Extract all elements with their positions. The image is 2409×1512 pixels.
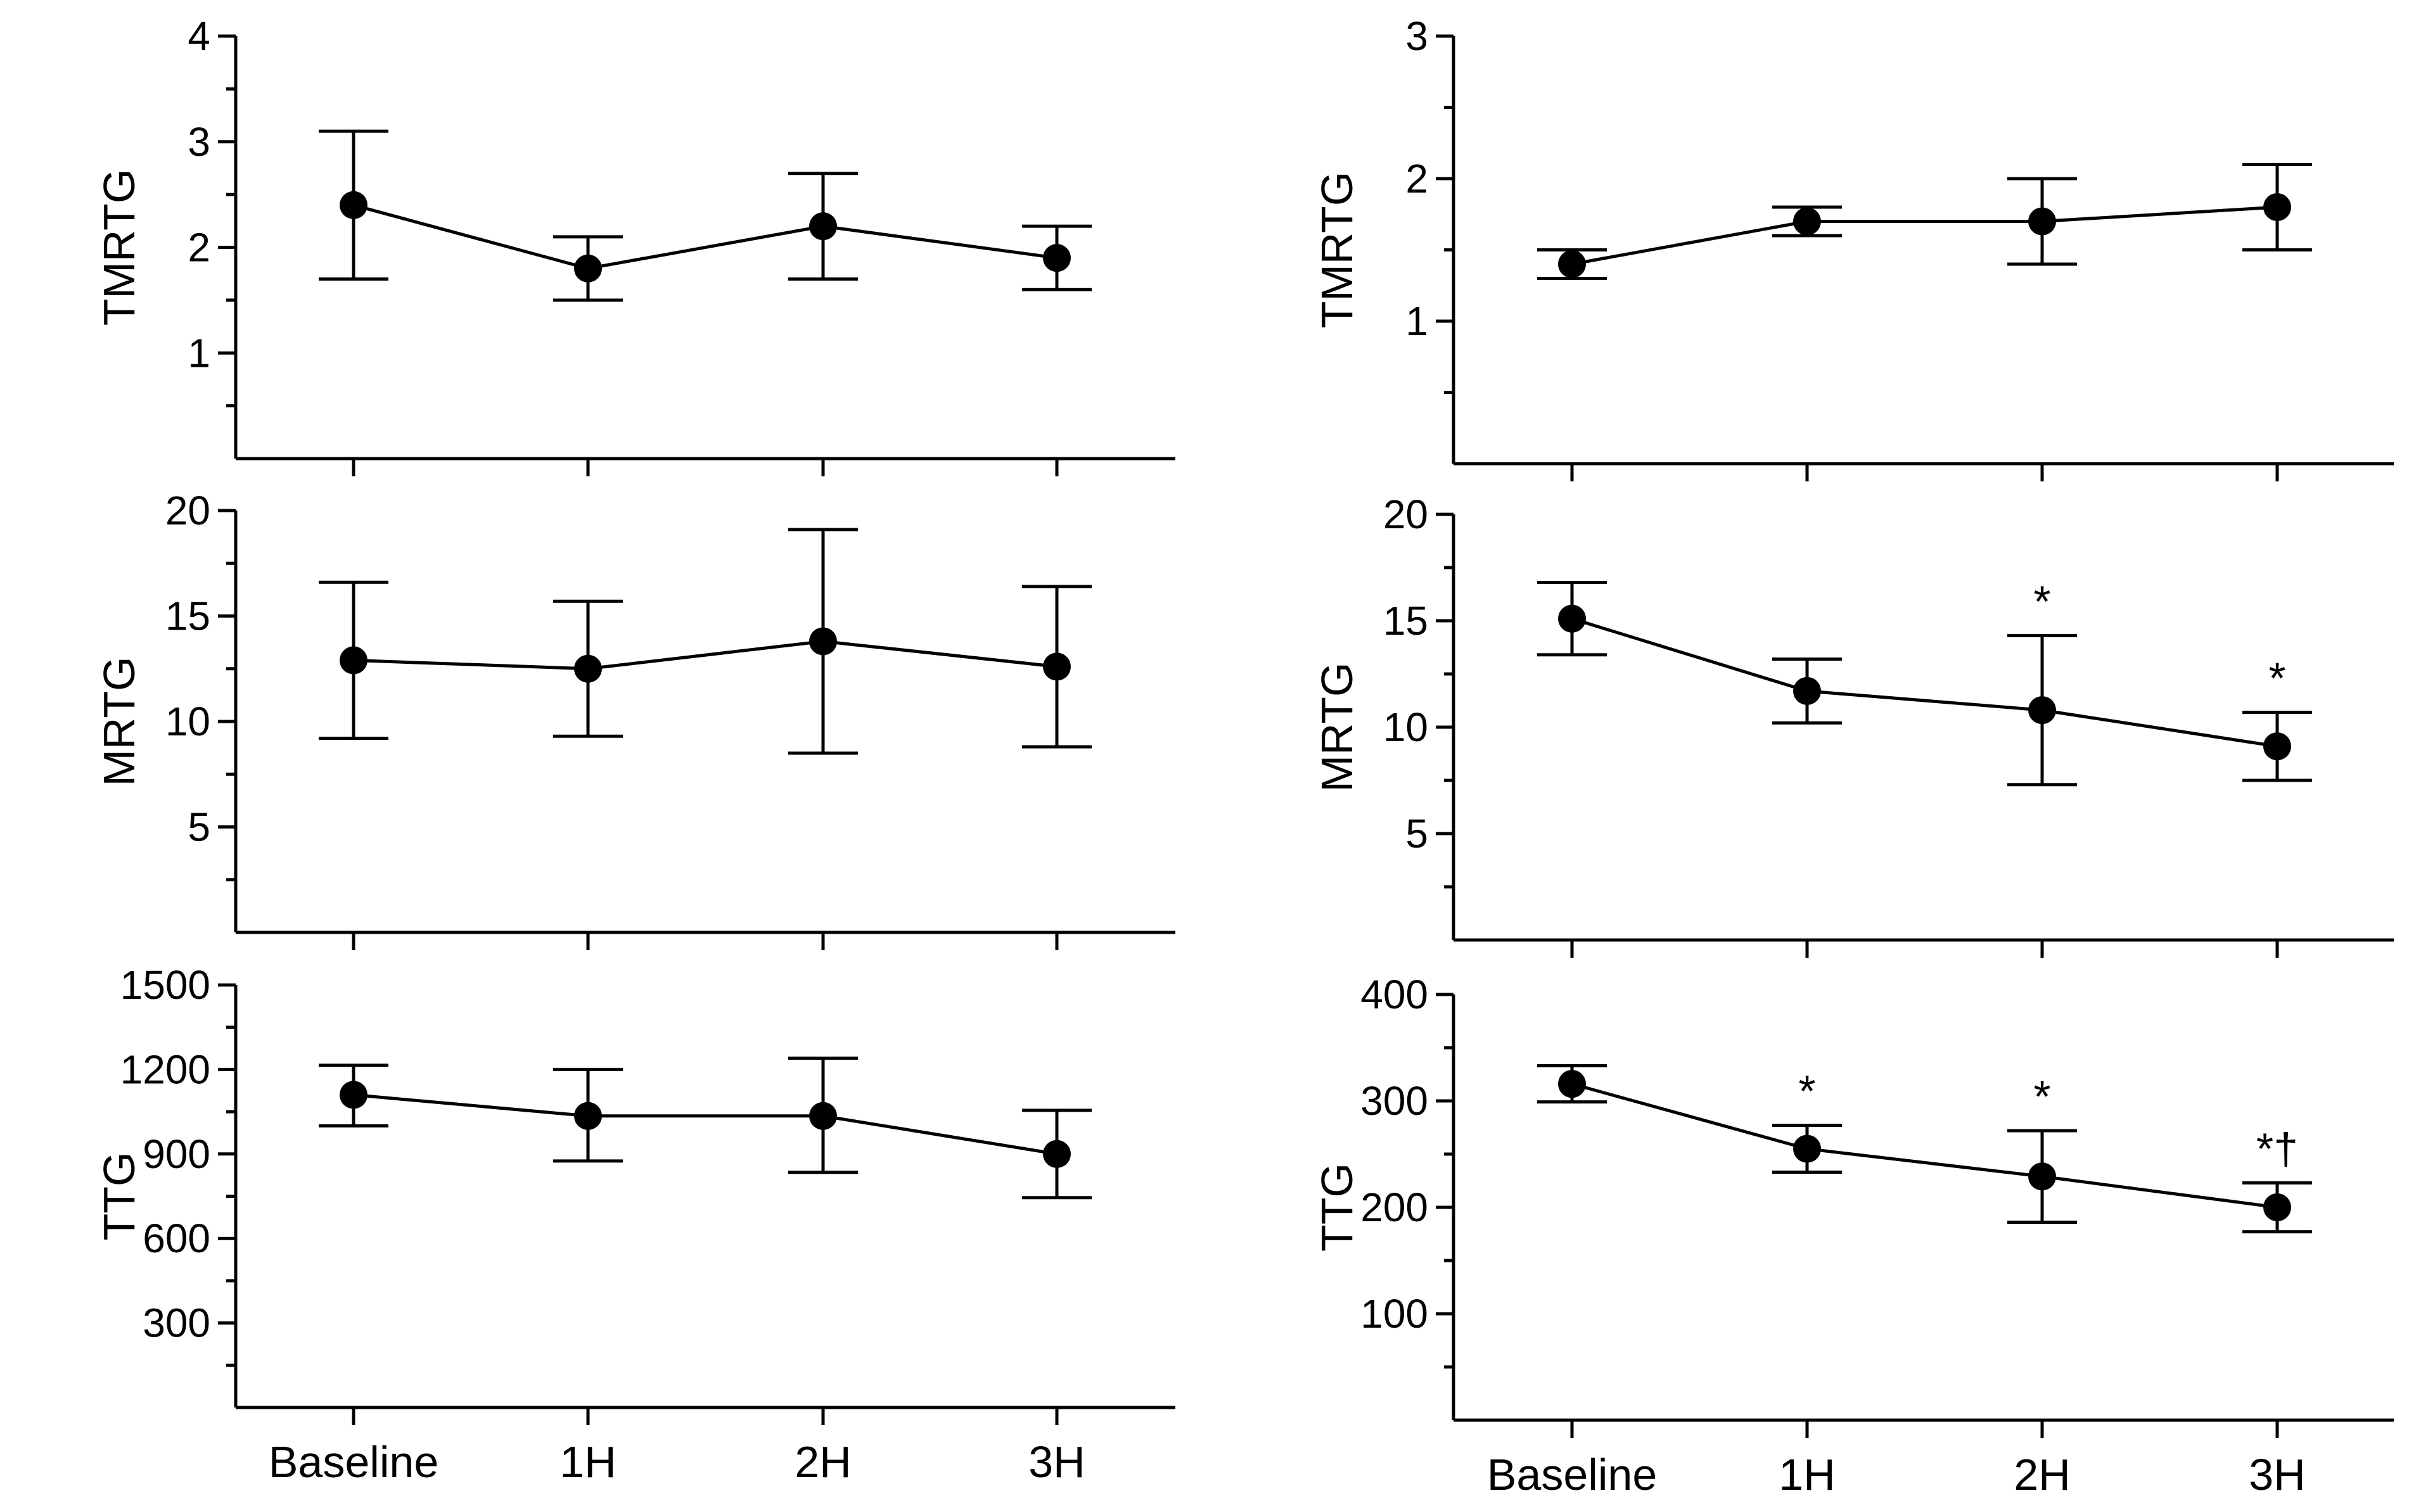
y-tick-label: 20: [1383, 492, 1428, 537]
y-tick-label: 400: [1360, 972, 1428, 1017]
chart-panel-left-bottom: 300 600 900 1200 1500 TTG Baseline 1H 2H 3H: [94, 962, 1175, 1487]
y-axis-label: MRTG: [94, 657, 144, 787]
y-tick-label: 900: [143, 1131, 210, 1177]
significance-marker: *: [1798, 1067, 1815, 1116]
chart-panel-right-middle: 5 10 15 20 MRTG * *: [1312, 492, 2394, 958]
x-tick-label-2h: 2H: [2014, 1450, 2070, 1499]
x-tick-label-baseline: Baseline: [1487, 1450, 1658, 1499]
series-line: [353, 639, 1058, 671]
series-line: [1571, 205, 2278, 266]
x-tick-label-1h: 1H: [1779, 1450, 1835, 1499]
series-line: [1571, 1082, 2278, 1209]
y-tick-label: 4: [188, 13, 210, 59]
data-point: [1558, 1070, 1586, 1098]
significance-marker: *: [2268, 653, 2285, 702]
y-tick-label: 200: [1360, 1185, 1428, 1230]
y-tick-label: 15: [165, 594, 210, 639]
chart-panel-left-top: 1 2 3 4 TMRTG: [94, 13, 1175, 476]
data-point: [1558, 250, 1586, 278]
y-tick-label: 5: [188, 804, 210, 850]
chart-panel-right-bottom: 100 200 300 400 TTG Baseline 1H 2H 3H * * *†: [1312, 972, 2394, 1499]
y-tick-label: 3: [1405, 13, 1428, 59]
data-point: [1043, 652, 1071, 681]
y-tick-label: 300: [143, 1300, 210, 1346]
data-point: [1793, 677, 1821, 705]
y-tick-label: 15: [1383, 598, 1428, 644]
y-tick-label: 3: [188, 119, 210, 165]
y-axis-label: TTG: [1312, 1163, 1362, 1252]
series-line: [1571, 617, 2278, 748]
significance-marker: *: [2033, 1072, 2050, 1121]
data-point: [2028, 1162, 2056, 1191]
series-line: [353, 1093, 1058, 1156]
x-tick-label-3h: 3H: [1028, 1437, 1085, 1487]
y-tick-label: 1: [1405, 298, 1428, 344]
data-point: [809, 212, 837, 241]
significance-marker: *: [2033, 577, 2050, 626]
data-point: [2028, 696, 2056, 725]
data-point: [574, 654, 602, 683]
data-point: [340, 1081, 367, 1109]
y-tick-label: 10: [165, 699, 210, 744]
data-point: [574, 254, 602, 283]
chart-panel-right-top: 1 2 3 TMRTG: [1312, 13, 2394, 481]
data-point: [2028, 207, 2056, 236]
y-axis-label: TTG: [94, 1152, 144, 1241]
x-tick-label-1h: 1H: [559, 1437, 616, 1487]
y-tick-label: 2: [188, 225, 210, 270]
y-tick-label: 300: [1360, 1078, 1428, 1124]
y-tick-label: 600: [143, 1216, 210, 1261]
data-point: [2263, 732, 2291, 761]
series-line: [353, 203, 1058, 270]
significance-marker: *†: [2256, 1124, 2298, 1173]
x-tick-label-baseline: Baseline: [269, 1437, 439, 1487]
y-tick-label: 100: [1360, 1291, 1428, 1337]
y-tick-label: 10: [1383, 704, 1428, 750]
y-axis-label: MRTG: [1312, 663, 1362, 792]
data-point: [574, 1102, 602, 1130]
y-tick-label: 1: [188, 330, 210, 376]
y-axis-label: TMRTG: [94, 169, 144, 326]
data-point: [2263, 193, 2291, 221]
data-point: [1793, 207, 1821, 236]
data-point: [1558, 604, 1586, 633]
y-axis-label: TMRTG: [1312, 172, 1362, 329]
y-tick-label: 2: [1405, 156, 1428, 201]
y-tick-label: 1500: [120, 962, 210, 1008]
data-point: [1043, 1140, 1071, 1168]
y-tick-label: 5: [1405, 811, 1428, 856]
data-point: [340, 191, 367, 219]
x-tick-label-2h: 2H: [795, 1437, 851, 1487]
data-point: [809, 627, 837, 656]
data-point: [1793, 1134, 1821, 1163]
data-point: [2263, 1193, 2291, 1221]
x-tick-label-3h: 3H: [2249, 1450, 2305, 1499]
data-point: [340, 646, 367, 675]
y-tick-label: 1200: [120, 1046, 210, 1092]
data-point: [809, 1102, 837, 1130]
data-point: [1043, 244, 1071, 272]
y-tick-label: 20: [165, 488, 210, 533]
chart-panel-left-middle: 5 10 15 20 MRTG: [94, 488, 1175, 950]
